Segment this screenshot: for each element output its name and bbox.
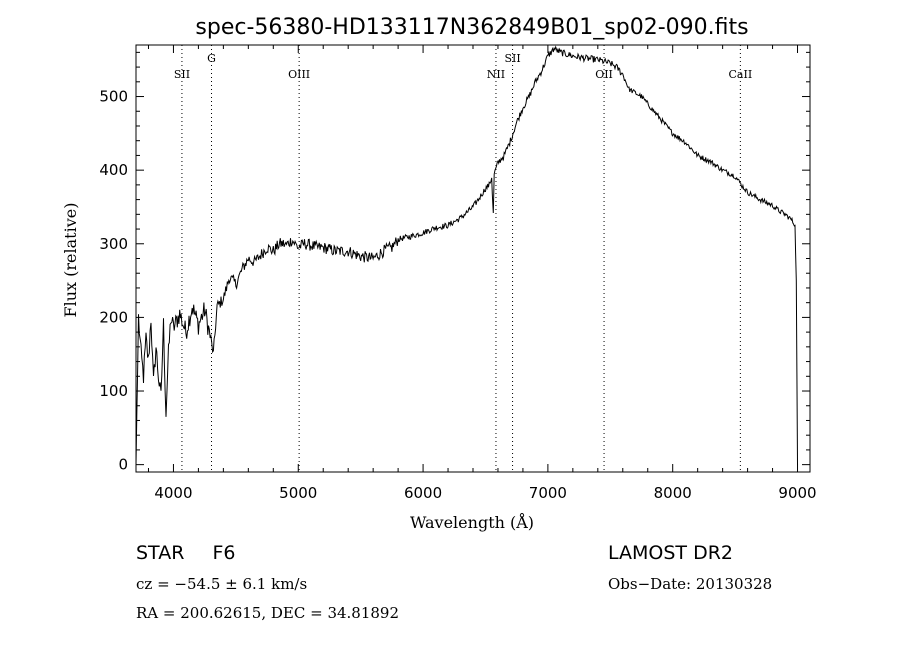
redshift-cz: cz = −54.5 ± 6.1 km/s (136, 575, 308, 593)
x-axis-label: Wavelength (Å) (410, 512, 534, 532)
line-marker-label: CaII (729, 68, 753, 81)
object-type: STAR (136, 542, 185, 564)
x-tick-label: 6000 (404, 484, 442, 502)
line-markers: SII G OIII NII SII OII CaII (174, 45, 752, 472)
x-tick-label: 4000 (154, 484, 192, 502)
x-tick-label: 5000 (279, 484, 317, 502)
y-tick-label: 0 (118, 456, 128, 474)
coordinates: RA = 200.62615, DEC = 34.81892 (136, 604, 400, 622)
survey-name: LAMOST DR2 (608, 542, 733, 564)
x-tick-label: 9000 (778, 484, 816, 502)
object-class: STAR F6 (136, 542, 235, 564)
x-tick-label: 8000 (654, 484, 692, 502)
y-tick-label: 200 (99, 308, 128, 326)
x-tick-label: 7000 (529, 484, 567, 502)
y-tick-label: 400 (99, 161, 128, 179)
plot-frame (135, 44, 811, 473)
line-marker-label: NII (487, 68, 505, 81)
observation-date: Obs−Date: 20130328 (608, 575, 773, 593)
y-tick-label: 300 (99, 235, 128, 253)
y-tick-label: 500 (99, 88, 128, 106)
y-axis-label: Flux (relative) (61, 203, 80, 318)
axes: 4000 5000 6000 7000 8000 9000 0 100 200 300 400 500 (99, 45, 817, 502)
line-marker-label: OII (595, 68, 613, 81)
y-tick-label: 100 (99, 382, 128, 400)
line-marker-label: SII (504, 52, 520, 65)
chart-title: spec-56380-HD133117N362849B01_sp02-090.f… (195, 15, 748, 40)
line-marker-label: OIII (288, 68, 310, 81)
object-subclass: F6 (212, 542, 236, 564)
spectrum-line (135, 45, 798, 465)
line-marker-label: SII (174, 68, 190, 81)
line-marker-label: G (207, 52, 216, 65)
